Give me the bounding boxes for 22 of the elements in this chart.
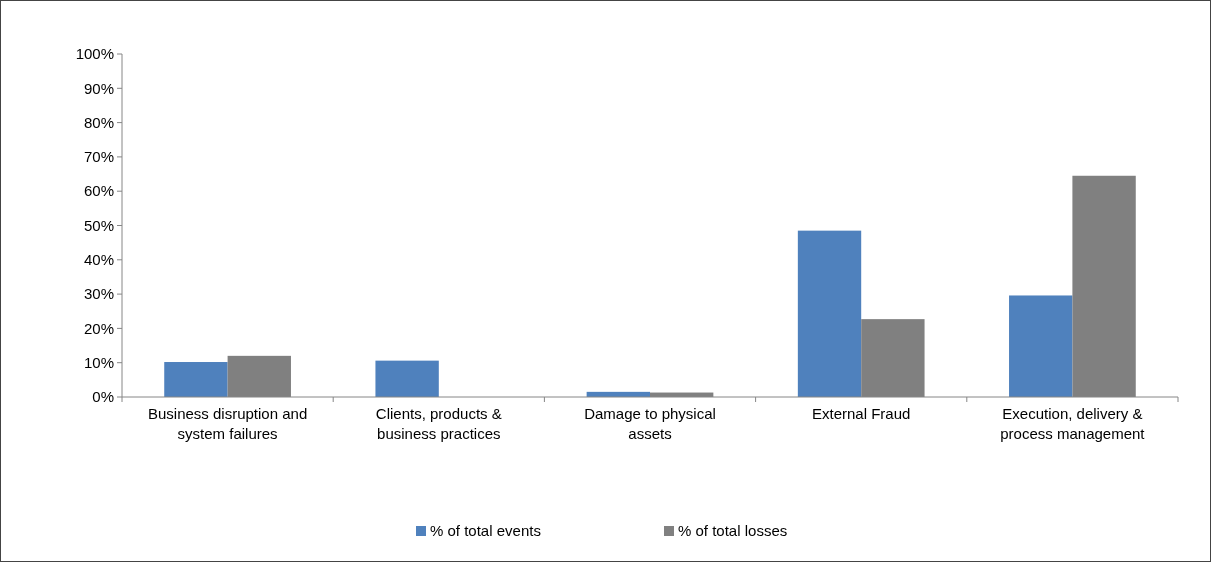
bar (375, 360, 439, 397)
y-tick-label: 50% (83, 216, 114, 234)
legend-label: % of total events (430, 522, 541, 539)
y-tick-label: 100% (75, 45, 114, 63)
y-tick-label: 70% (83, 148, 114, 166)
y-tick-label: 40% (83, 251, 114, 269)
y-tick-label: 80% (83, 113, 114, 131)
y-tick-label: 10% (83, 353, 114, 371)
y-tick-label: 20% (83, 319, 114, 337)
bar (164, 362, 228, 397)
y-tick-label: 30% (83, 285, 114, 303)
y-tick-label: 90% (83, 79, 114, 97)
y-tick-label: 0% (92, 388, 114, 406)
y-tick-label: 60% (83, 182, 114, 200)
bar (1009, 295, 1073, 397)
bar (797, 230, 862, 397)
legend-label: % of total losses (678, 522, 788, 539)
x-tick-label: Clients, products & business practices (375, 405, 502, 442)
x-tick-label: Business disruption and system failures (147, 405, 308, 442)
x-tick-label: Execution, delivery & process management (1000, 405, 1146, 442)
x-tick-label: Damage to physical assets (584, 405, 716, 442)
x-tick-label: External Fraud (812, 405, 911, 422)
